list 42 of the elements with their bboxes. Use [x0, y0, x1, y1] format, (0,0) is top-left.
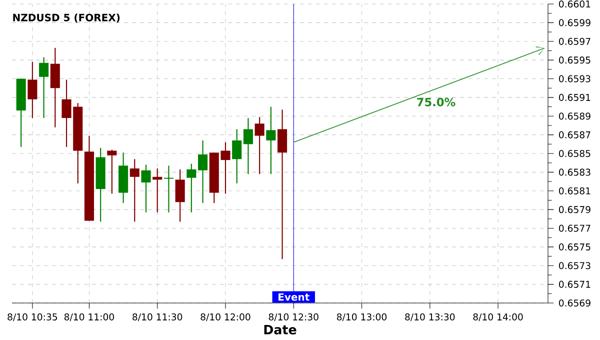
candlestick [107, 149, 117, 194]
y-tick-label: 0.6579 [559, 206, 590, 214]
x-tick-label: 8/10 12:00 [200, 313, 250, 322]
candlestick [278, 109, 288, 260]
y-tick-label: 0.6589 [559, 112, 590, 120]
candlestick [186, 163, 196, 213]
x-tick-label: 8/10 11:00 [64, 313, 114, 322]
ref-line-label: Event [278, 293, 310, 301]
y-tick-label: 0.6585 [559, 150, 590, 158]
candlestick [198, 140, 208, 204]
y-tick-label: 0.6593 [559, 75, 590, 82]
candlestick [39, 56, 49, 119]
x-tick-label: 8/10 10:35 [8, 313, 58, 322]
y-tick-label: 0.6573 [559, 262, 590, 270]
y-tick-label: 0.6569 [559, 299, 590, 307]
y-tick-label: 0.6587 [559, 131, 590, 138]
candlestick [175, 168, 185, 222]
y-tick-label: 0.6577 [559, 224, 590, 232]
y-tick-label: 0.6591 [559, 94, 590, 101]
x-tick-label: 8/10 13:00 [336, 313, 387, 322]
y-tick-label: 0.6571 [559, 280, 590, 288]
candlestick [28, 61, 38, 119]
candlestick [130, 158, 140, 222]
candlestick [266, 106, 276, 175]
candlestick [243, 117, 253, 175]
y-tick-label: 0.6581 [559, 187, 590, 194]
y-tick-label: 0.6595 [559, 56, 590, 64]
y-tick-label: 0.6597 [559, 38, 590, 45]
x-axis-title: Date [264, 325, 296, 334]
x-tick-label: 8/10 11:30 [132, 313, 182, 322]
x-tick-label: 8/10 12:30 [268, 313, 318, 322]
y-tick-label: 0.6575 [559, 243, 590, 250]
text: NZDUSD 5 (FOREX) [13, 14, 120, 23]
annotation: 75.0% [417, 98, 456, 106]
y-tick-label: 0.6601 [559, 0, 590, 8]
candlestick [141, 164, 151, 213]
y-tick-label: 0.6583 [559, 168, 590, 176]
y-tick-label: 0.6599 [559, 19, 590, 26]
candlestick [254, 116, 264, 175]
candlestick [232, 128, 242, 184]
x-tick-label: 8/10 14:00 [473, 313, 523, 322]
x-tick-label: 8/10 13:30 [405, 313, 455, 322]
